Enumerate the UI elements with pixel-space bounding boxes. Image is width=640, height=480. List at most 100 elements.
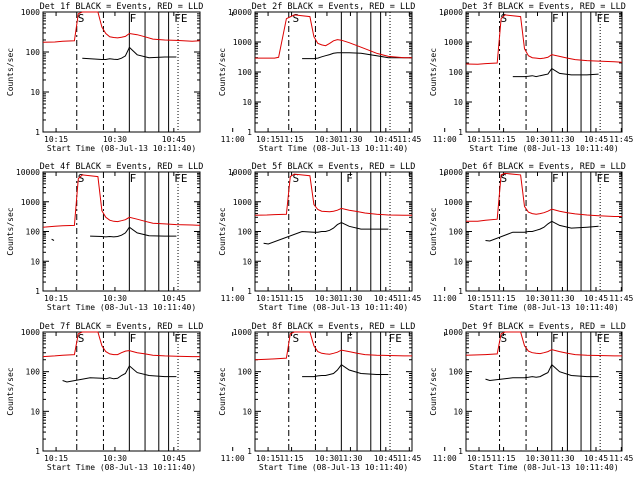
y-axis-label: Counts/sec: [218, 207, 227, 255]
y-tick-label: 1000: [444, 38, 463, 47]
flag-label: FE: [174, 332, 187, 345]
x-tick-label: 10:30: [315, 135, 339, 144]
y-tick-label: 10: [30, 257, 40, 266]
x-tick-label: 11:15: [280, 294, 304, 303]
chart-panel: Det 5f BLACK = Events, RED = LLD 10:15 10:…: [218, 162, 634, 312]
flag-label: S: [501, 332, 508, 345]
series-lld-line: [466, 172, 622, 222]
series-events-line: [485, 363, 599, 382]
flag-label: S: [78, 12, 85, 25]
flag-label: FE: [596, 172, 609, 185]
series-lld-line: [465, 331, 622, 357]
chart-panel: Det 3f BLACK = Events, RED = LLD 10:15 10:…: [429, 2, 626, 153]
y-axis-label: Counts/sec: [218, 367, 227, 415]
y-tick-label: 10000: [16, 168, 40, 177]
y-tick-label: 1: [458, 447, 463, 456]
plot-frame: [254, 171, 413, 292]
x-axis-label: Start Time (08-Jul-13 10:11:40): [259, 303, 408, 312]
series-lld-line: [465, 14, 623, 65]
flag-label: FE: [389, 332, 402, 345]
y-tick-label: 1: [35, 447, 40, 456]
flag-label: FE: [174, 172, 187, 185]
x-tick-label: 11:30: [550, 294, 574, 303]
x-tick-label: 11:15: [280, 135, 304, 144]
series-lld-line: [255, 14, 412, 59]
x-tick-label: 11:30: [550, 135, 574, 144]
y-tick-label: 10: [242, 407, 252, 416]
chart-title: Det 5f BLACK = Events, RED = LLD: [252, 162, 416, 172]
chart-title: Det 3f BLACK = Events, RED = LLD: [462, 2, 626, 12]
x-tick-label: 11:45: [397, 135, 421, 144]
x-tick-label: 10:45: [374, 294, 398, 303]
chart-panel: Det 9f BLACK = Events, RED = LLD 10:15 10:…: [429, 322, 626, 472]
x-tick-label: 11:30: [338, 454, 362, 463]
x-axis-label: Start Time (08-Jul-13 10:11:40): [469, 463, 618, 472]
y-tick-label: 1000: [21, 8, 40, 17]
y-tick-label: 10000: [439, 168, 463, 177]
plot-frame: [42, 11, 201, 133]
x-tick-label: 10:15: [44, 135, 68, 144]
series-events-line: [302, 52, 412, 60]
chart-title: Det 6f BLACK = Events, RED = LLD: [462, 162, 626, 172]
y-tick-label: 10: [453, 407, 463, 416]
x-tick-label: 10:45: [584, 294, 608, 303]
y-tick-label: 100: [26, 228, 41, 237]
series-events-line: [485, 220, 599, 242]
x-axis-label: Start Time (08-Jul-13 10:11:40): [469, 303, 618, 312]
y-tick-label: 100: [238, 68, 253, 77]
x-tick-label: 10:15: [44, 454, 68, 463]
series-events-line: [62, 365, 177, 383]
x-tick-label: 10:45: [374, 135, 398, 144]
x-tick-label: 10:15: [256, 454, 280, 463]
x-axis-label: Start Time (08-Jul-13 10:11:40): [259, 463, 408, 472]
y-axis-label: Counts/sec: [218, 48, 227, 96]
x-tick-label: 11:15: [492, 454, 516, 463]
series-lld-line: [42, 11, 201, 43]
x-tick-label: 10:30: [103, 454, 127, 463]
chart-panel: Det 6f BLACK = Events, RED = LLD 10:15 10:…: [429, 162, 626, 312]
x-tick-label: 11:45: [609, 294, 633, 303]
chart-panel: Det 7f BLACK = Events, RED = LLD 10:15 10:…: [6, 322, 422, 472]
series-lld-line: [254, 331, 412, 361]
flag-label: S: [293, 12, 300, 25]
chart-title: Det 9f BLACK = Events, RED = LLD: [462, 322, 626, 332]
y-tick-label: 1: [35, 128, 40, 137]
chart-panel: Det 2f BLACK = Events, RED = LLD 10:15 10:…: [218, 2, 634, 153]
y-axis-label: Counts/sec: [6, 48, 15, 96]
y-axis-label: Counts/sec: [6, 367, 15, 415]
chart-panel: Det 1f BLACK = Events, RED = LLD 10:15 10:…: [6, 2, 422, 153]
x-tick-label: 10:30: [525, 135, 549, 144]
chart-panel: Det 8f BLACK = Events, RED = LLD 10:15 10:…: [218, 322, 634, 472]
y-tick-label: 100: [26, 48, 41, 57]
y-tick-label: 1000: [444, 328, 463, 337]
flag-label: S: [501, 172, 508, 185]
x-tick-label: 11:30: [550, 454, 574, 463]
y-axis-label: Counts/sec: [429, 367, 438, 415]
x-tick-label: 10:45: [374, 454, 398, 463]
x-tick-label: 10:30: [525, 294, 549, 303]
chart-panel: Det 4f BLACK = Events, RED = LLD 10:15 10:…: [6, 162, 422, 312]
x-tick-label: 10:15: [467, 294, 491, 303]
y-tick-label: 100: [449, 228, 464, 237]
x-tick-label: 11:15: [280, 454, 304, 463]
x-tick-label: 11:15: [492, 135, 516, 144]
x-tick-label: 10:45: [162, 135, 186, 144]
y-tick-label: 1000: [233, 198, 252, 207]
x-axis-label: Start Time (08-Jul-13 10:11:40): [259, 144, 408, 153]
y-tick-label: 1000: [444, 198, 463, 207]
chart-title: Det 1f BLACK = Events, RED = LLD: [40, 2, 204, 12]
x-tick-label: 10:30: [315, 454, 339, 463]
plot-frame: [42, 331, 201, 452]
flag-label: F: [552, 172, 559, 185]
x-tick-label: 10:30: [103, 135, 127, 144]
chart-title: Det 2f BLACK = Events, RED = LLD: [252, 2, 416, 12]
series-events-line: [263, 221, 389, 245]
flag-label: S: [293, 332, 300, 345]
x-tick-label: 10:45: [584, 454, 608, 463]
y-tick-label: 1000: [21, 198, 40, 207]
y-tick-label: 1000: [233, 38, 252, 47]
y-tick-label: 1: [458, 128, 463, 137]
y-tick-label: 1: [35, 287, 40, 296]
y-tick-label: 1: [247, 128, 252, 137]
